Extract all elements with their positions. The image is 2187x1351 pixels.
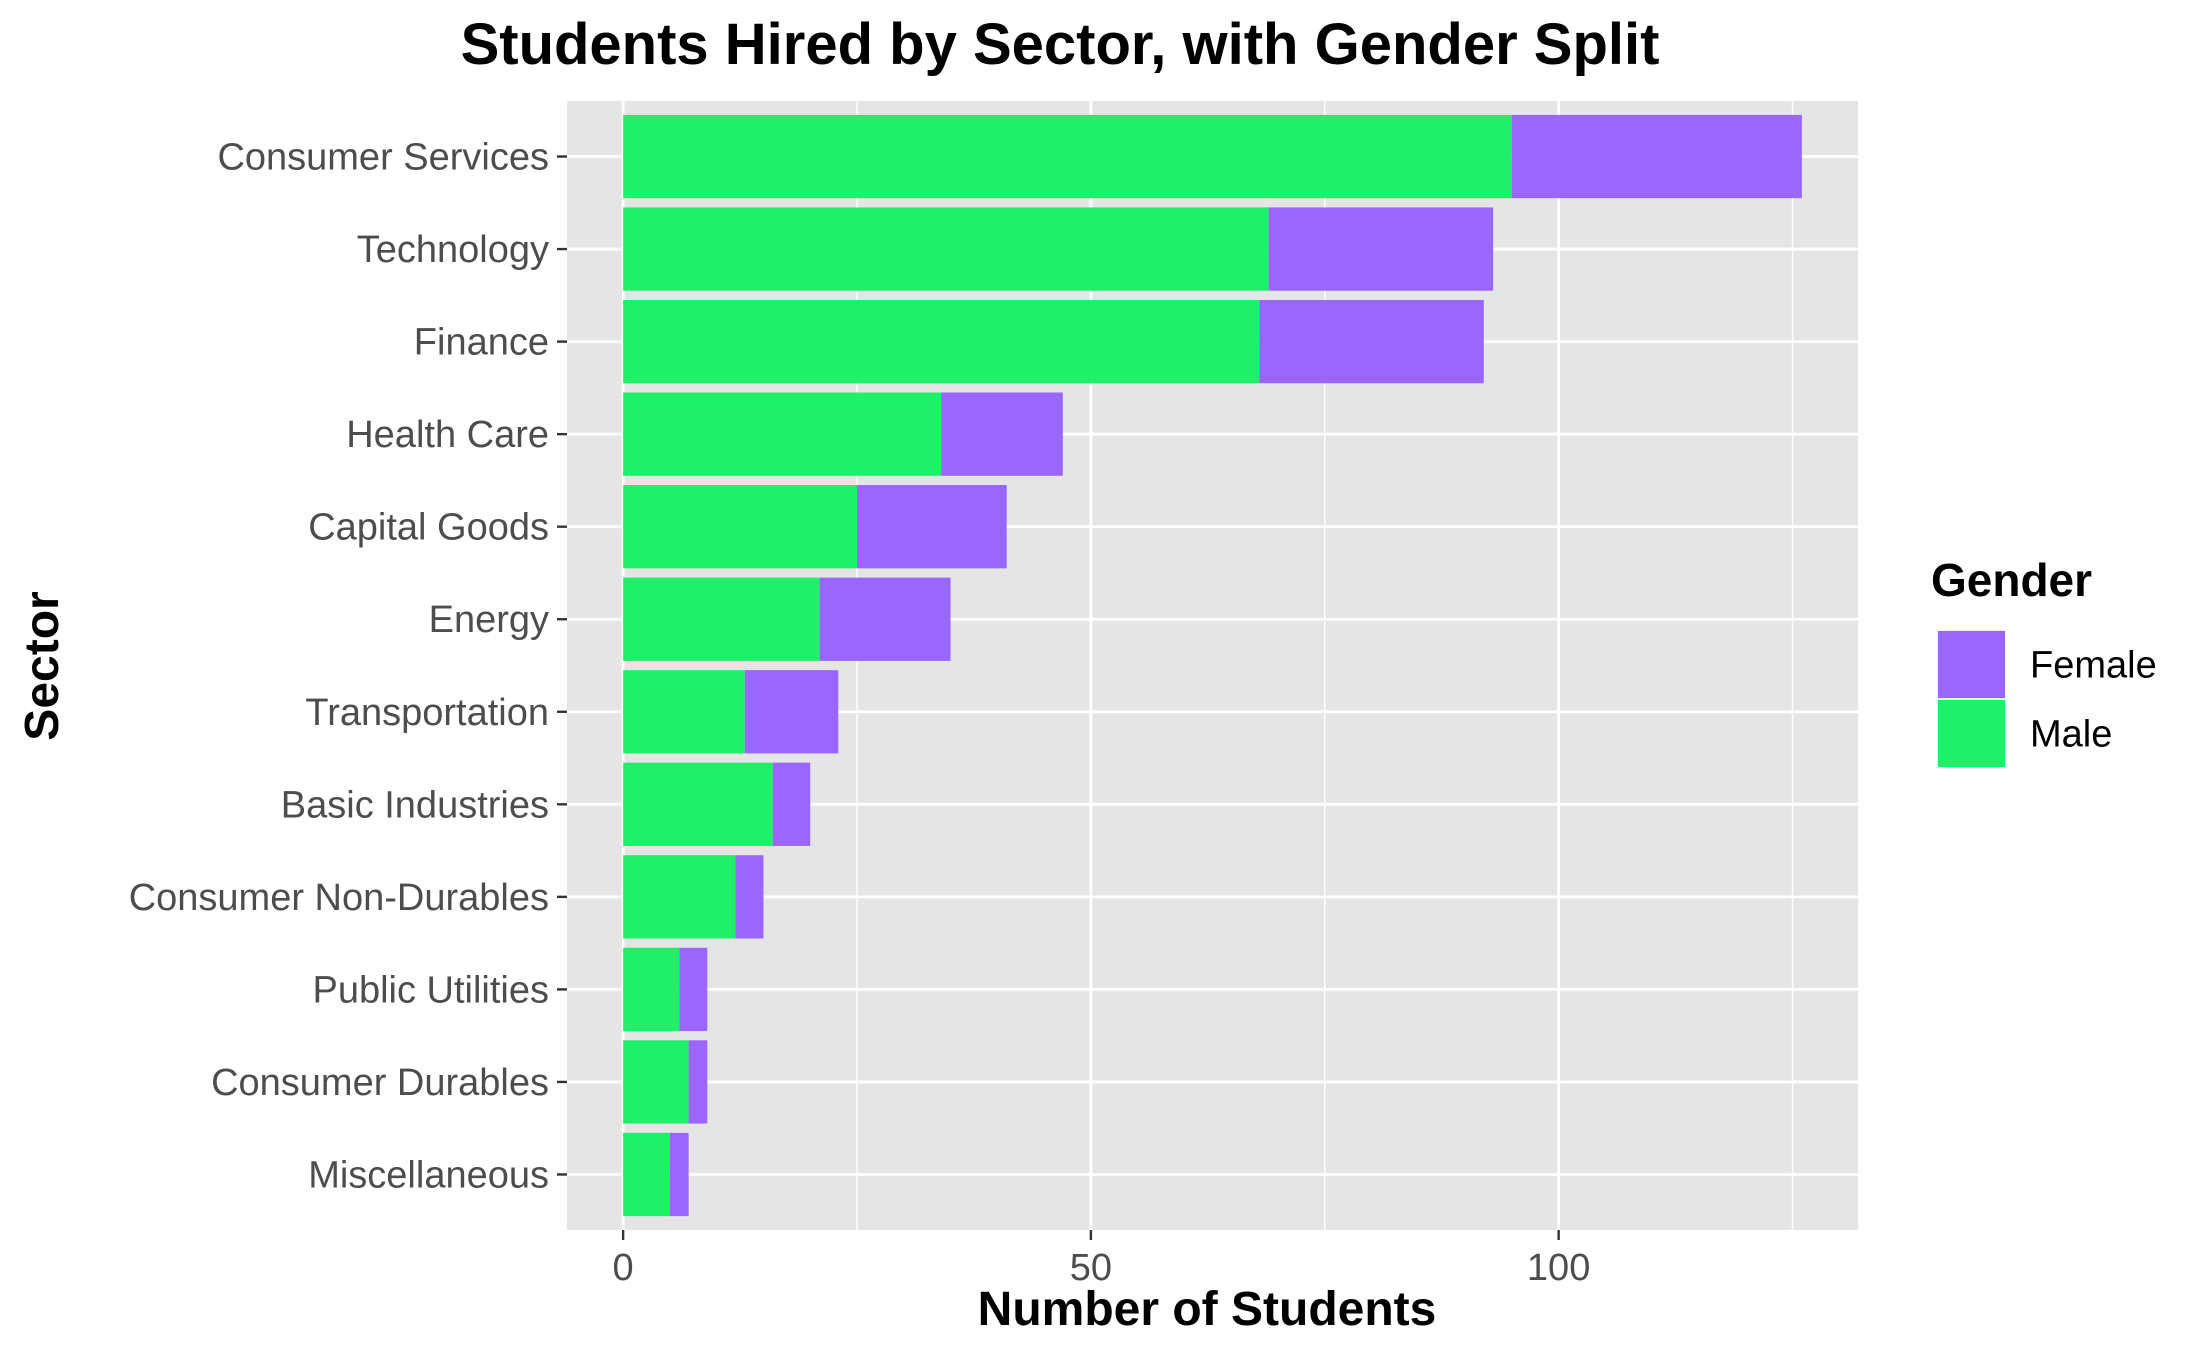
bar-female (679, 947, 708, 1032)
bars (623, 114, 1802, 1217)
bar-male (623, 670, 745, 754)
bar-male (623, 762, 773, 846)
bar-female (1268, 207, 1494, 291)
bar-female (1259, 299, 1484, 384)
bar-female (735, 855, 764, 939)
bar-male (623, 299, 1260, 384)
y-tick-label: Basic Industries (281, 784, 549, 826)
bar-female (941, 392, 1063, 476)
y-tick-label: Health Care (346, 414, 549, 456)
y-tick-label: Miscellaneous (308, 1154, 549, 1196)
y-tick-label: Public Utilities (312, 969, 549, 1011)
y-tick-label: Technology (357, 229, 549, 271)
bar-female (772, 762, 811, 846)
y-axis: Consumer Services Technology Finance Health… (129, 137, 567, 1196)
bar-male (623, 207, 1269, 291)
bar-female (857, 485, 1007, 569)
y-tick-label: Consumer Durables (211, 1062, 549, 1104)
bar-male (623, 114, 1512, 199)
legend: Gender Female Male (1931, 554, 2157, 768)
x-tick-label: 100 (1527, 1247, 1590, 1289)
y-tick-label: Consumer Non-Durables (129, 877, 549, 919)
bar-female (688, 1040, 708, 1124)
bar-male (623, 1132, 670, 1217)
bar-male (623, 855, 736, 939)
x-tick-label: 50 (1070, 1247, 1112, 1289)
bar-male (623, 577, 820, 661)
bar-female (819, 577, 951, 661)
legend-swatch-female (1938, 631, 2005, 698)
x-tick-label: 0 (613, 1247, 634, 1289)
bar-female (1511, 114, 1802, 199)
legend-swatch-male (1938, 700, 2005, 767)
bar-male (623, 485, 858, 569)
bar-male (623, 1040, 689, 1124)
bar-female (744, 670, 839, 754)
x-axis: 0 50 100 (613, 1230, 1590, 1289)
x-axis-title: Number of Students (978, 1283, 1437, 1336)
legend-label-female: Female (2030, 645, 2157, 687)
y-tick-label: Transportation (305, 692, 549, 734)
chart-title: Students Hired by Sector, with Gender Sp… (461, 12, 1660, 77)
y-tick-label: Consumer Services (217, 137, 549, 179)
bar-female (669, 1132, 689, 1217)
legend-title: Gender (1931, 554, 2092, 606)
y-tick-label: Energy (429, 599, 549, 641)
y-tick-label: Capital Goods (308, 507, 549, 549)
legend-label-male: Male (2030, 714, 2112, 756)
y-tick-label: Finance (414, 322, 549, 364)
y-axis-title: Sector (16, 591, 69, 740)
bar-male (623, 392, 942, 476)
bar-male (623, 947, 680, 1032)
